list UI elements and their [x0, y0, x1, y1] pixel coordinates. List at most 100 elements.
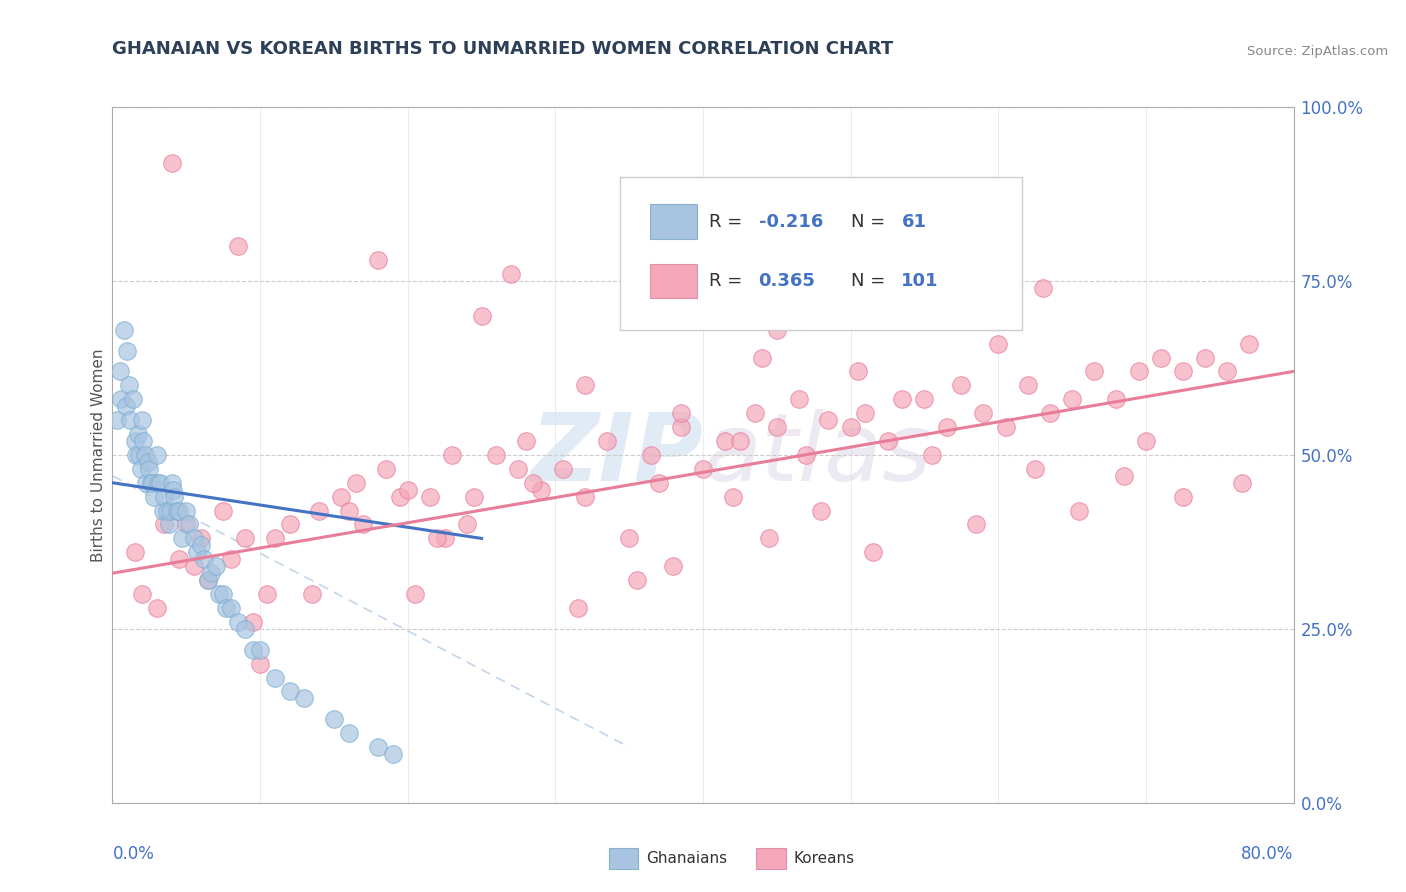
Point [139, 475, 162, 490]
Point [127, 427, 149, 442]
FancyBboxPatch shape [756, 848, 786, 869]
Point [463, 490, 485, 504]
Point [219, 601, 242, 615]
Point [226, 239, 249, 253]
FancyBboxPatch shape [620, 177, 1022, 330]
Point [153, 517, 176, 532]
Point [1230, 475, 1253, 490]
Point [619, 532, 641, 546]
Point [419, 490, 441, 504]
Point [138, 462, 160, 476]
Point [1024, 462, 1046, 476]
Point [212, 587, 235, 601]
Point [352, 517, 374, 532]
Point [160, 155, 183, 169]
Point [205, 559, 228, 574]
Point [485, 448, 508, 462]
Point [839, 420, 862, 434]
Point [796, 448, 818, 462]
Point [640, 448, 662, 462]
Point [242, 615, 264, 629]
Point [669, 406, 692, 420]
Point [197, 573, 219, 587]
Text: 101: 101 [901, 272, 939, 290]
Point [163, 490, 186, 504]
Text: N =: N = [851, 213, 890, 231]
Point [973, 406, 995, 420]
Point [308, 503, 330, 517]
Point [159, 503, 181, 517]
Point [950, 378, 973, 392]
Point [876, 434, 898, 448]
Point [551, 462, 574, 476]
Point [374, 462, 396, 476]
Point [647, 475, 671, 490]
Point [120, 413, 142, 427]
Point [167, 503, 190, 517]
Point [157, 517, 180, 532]
Point [179, 517, 201, 532]
Point [721, 490, 744, 504]
Point [669, 420, 692, 434]
Point [108, 364, 131, 378]
Point [367, 253, 389, 268]
Point [921, 448, 943, 462]
Point [134, 448, 156, 462]
Point [337, 726, 360, 740]
Point [914, 392, 936, 407]
Point [264, 532, 287, 546]
Text: Source: ZipAtlas.com: Source: ZipAtlas.com [1247, 45, 1388, 58]
Point [367, 740, 389, 755]
Point [714, 434, 737, 448]
Point [574, 378, 596, 392]
Point [292, 691, 315, 706]
Point [219, 552, 242, 566]
Point [751, 351, 773, 365]
Point [212, 503, 235, 517]
Point [1216, 364, 1239, 378]
Point [574, 490, 596, 504]
Point [162, 483, 184, 497]
Point [441, 448, 464, 462]
Point [128, 448, 150, 462]
FancyBboxPatch shape [609, 848, 638, 869]
Point [323, 712, 346, 726]
Point [233, 532, 256, 546]
Point [256, 587, 278, 601]
Point [810, 503, 832, 517]
Point [1062, 392, 1084, 407]
Point [215, 601, 238, 615]
Point [529, 483, 551, 497]
Point [197, 573, 219, 587]
Point [404, 587, 426, 601]
Point [596, 434, 619, 448]
Point [208, 587, 231, 601]
Point [522, 475, 544, 490]
Point [110, 392, 132, 407]
Point [1112, 468, 1135, 483]
Y-axis label: Births to Unmarried Women: Births to Unmarried Women [91, 348, 105, 562]
Text: 0.0%: 0.0% [112, 845, 155, 863]
FancyBboxPatch shape [650, 264, 697, 298]
Text: Ghanaians: Ghanaians [647, 851, 727, 866]
Point [501, 267, 523, 281]
Point [190, 538, 212, 552]
Point [965, 517, 987, 532]
Point [389, 490, 412, 504]
Point [1128, 364, 1150, 378]
Point [626, 573, 648, 587]
Point [193, 552, 215, 566]
Point [124, 545, 146, 559]
Point [146, 601, 169, 615]
Point [855, 406, 877, 420]
Text: N =: N = [851, 272, 890, 290]
Text: -0.216: -0.216 [758, 213, 823, 231]
Point [153, 490, 176, 504]
Point [846, 364, 869, 378]
Point [728, 434, 751, 448]
Point [515, 434, 537, 448]
Point [891, 392, 914, 407]
Point [186, 545, 208, 559]
Point [470, 309, 494, 323]
Point [249, 642, 271, 657]
